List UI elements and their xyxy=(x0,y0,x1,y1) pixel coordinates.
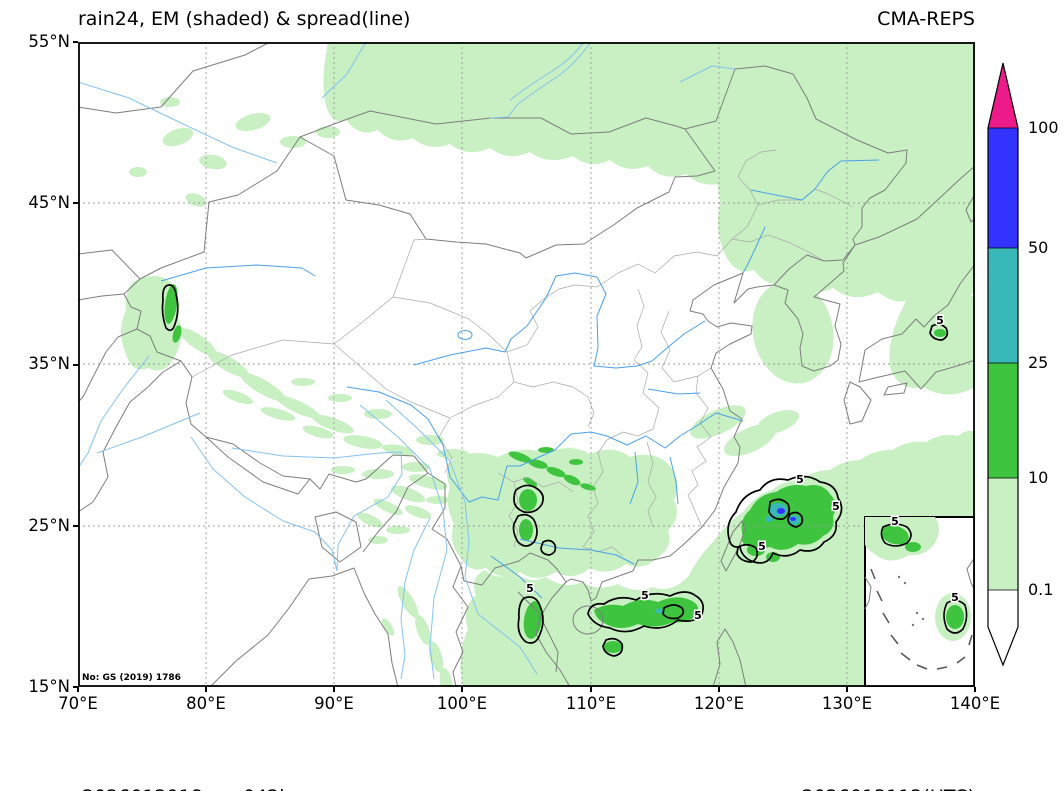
colorbar-tick-label: 0.1 xyxy=(1028,580,1054,599)
colorbar-under-arrow xyxy=(988,627,1018,665)
spread-contour-label: 5 xyxy=(526,582,534,595)
precip-shading-blue xyxy=(777,508,796,521)
x-tick xyxy=(205,687,207,692)
map-plot: 5 5 5 5 5 5 5 xyxy=(78,42,975,687)
x-tick-label: 130°E xyxy=(821,694,873,713)
y-tick-label: 25°N xyxy=(28,516,70,535)
y-tick xyxy=(73,202,78,204)
country-borders-coastlines xyxy=(78,42,975,687)
colorbar-segment-50-100 xyxy=(988,128,1018,248)
x-tick xyxy=(846,687,848,692)
map-canvas: 5 5 5 5 5 5 5 xyxy=(78,42,975,687)
spread-contour-label: 5 xyxy=(951,591,959,604)
colorbar-segment-0.1-10 xyxy=(988,478,1018,590)
x-tick xyxy=(974,687,976,692)
south-china-sea-inset: 5 5 xyxy=(864,514,975,687)
colorbar-segment-25-50 xyxy=(988,248,1018,363)
y-tick-label: 15°N xyxy=(28,677,70,696)
y-tick xyxy=(73,41,78,43)
y-tick-label: 55°N xyxy=(28,32,70,51)
x-tick-label: 100°E xyxy=(436,694,488,713)
x-tick-label: 80°E xyxy=(186,694,226,713)
x-tick-label: 120°E xyxy=(693,694,745,713)
x-tick xyxy=(590,687,592,692)
init-times: 2026012918 + 042h 2026013002 + 042h xyxy=(82,722,291,791)
model-name: CMA-REPS xyxy=(877,8,975,30)
map-frame-border xyxy=(78,42,975,687)
init-time-utc: 2026012918 + 042h xyxy=(82,782,291,791)
valid-times: 2026013112(UTC) 2026013120(CST) xyxy=(802,722,975,791)
y-tick xyxy=(73,686,78,688)
colorbar xyxy=(987,62,1019,667)
colorbar-tick-label: 25 xyxy=(1028,353,1049,372)
colorbar-segment-under xyxy=(988,590,1018,627)
x-tick-label: 90°E xyxy=(314,694,354,713)
x-tick xyxy=(718,687,720,692)
colorbar-tick-label: 50 xyxy=(1028,238,1049,257)
rivers-outside xyxy=(78,42,736,680)
spread-contour-label: 5 xyxy=(832,500,840,513)
x-tick-label: 70°E xyxy=(58,694,98,713)
nine-dash-line xyxy=(870,568,973,670)
colorbar-outline xyxy=(987,62,1019,667)
spread-contours xyxy=(161,284,949,657)
figure-title: rain24, EM (shaded) & spread(line) xyxy=(78,8,411,30)
x-tick xyxy=(333,687,335,692)
y-tick-label: 45°N xyxy=(28,193,70,212)
x-tick-label: 140°E xyxy=(949,694,1001,713)
spread-contour-label: 5 xyxy=(694,609,702,622)
x-tick xyxy=(77,687,79,692)
spread-contour-label: 5 xyxy=(641,589,649,602)
map-note: No: GS (2019) 1786 xyxy=(82,673,181,683)
spread-contour-label: 5 xyxy=(758,540,766,553)
spread-contour-label: 5 xyxy=(891,515,899,528)
colorbar-over-segment xyxy=(988,63,1018,128)
y-tick-label: 35°N xyxy=(28,354,70,373)
colorbar-tick-label: 100 xyxy=(1028,118,1059,137)
colorbar-segment-10-25 xyxy=(988,363,1018,478)
spread-contour-label: 5 xyxy=(936,314,944,327)
y-tick xyxy=(73,364,78,366)
inset-islands xyxy=(897,575,925,627)
province-borders xyxy=(191,149,854,557)
precip-shading-light xyxy=(121,42,975,687)
x-tick-label: 110°E xyxy=(565,694,617,713)
y-tick xyxy=(73,525,78,527)
rivers-china xyxy=(160,159,880,599)
x-tick xyxy=(461,687,463,692)
precip-shading-green xyxy=(164,284,946,653)
spread-contour-labels: 5 5 5 5 5 5 5 xyxy=(525,313,946,624)
spread-contour-label: 5 xyxy=(796,473,804,486)
colorbar-tick-label: 10 xyxy=(1028,468,1049,487)
valid-time-utc: 2026013112(UTC) xyxy=(802,782,975,791)
